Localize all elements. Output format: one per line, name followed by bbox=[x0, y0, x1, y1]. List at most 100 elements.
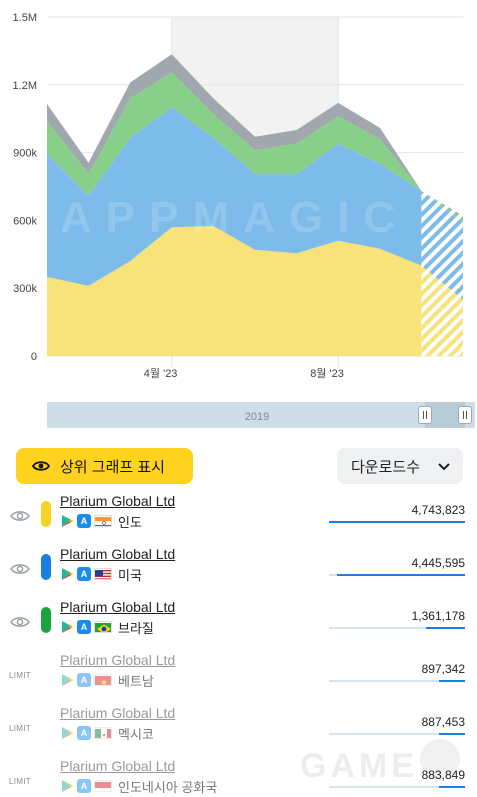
country-name: 베트남 bbox=[118, 673, 154, 689]
area-series-2 bbox=[47, 107, 422, 286]
store-country-meta: A 베트남 bbox=[60, 672, 154, 689]
value-bar-track bbox=[329, 680, 465, 682]
app-store-icon: A bbox=[77, 620, 91, 634]
usa-flag-icon bbox=[94, 568, 112, 580]
value-bar-track bbox=[329, 733, 465, 735]
scrubber-left-handle[interactable] bbox=[418, 406, 432, 424]
google-play-icon bbox=[60, 514, 74, 528]
forecast-area-series-4 bbox=[421, 191, 463, 219]
area-series-3 bbox=[47, 72, 422, 196]
metric-dropdown-value: 다운로드수 bbox=[351, 458, 421, 476]
value-bar-fill bbox=[337, 574, 465, 576]
x-axis-ticks: 4월 '23 8월 '23 bbox=[144, 367, 344, 380]
metric-dropdown[interactable]: 다운로드수 bbox=[337, 448, 463, 484]
area-series-4 bbox=[47, 54, 422, 191]
series-color-marker bbox=[41, 501, 51, 527]
publisher-link[interactable]: Plarium Global Ltd bbox=[60, 652, 176, 668]
india-flag-icon bbox=[94, 515, 112, 527]
x-tick-label: 8월 '23 bbox=[310, 367, 344, 380]
list-item[interactable]: LIMIT Plarium Global Ltd A 베트남 897,342 bbox=[0, 652, 477, 704]
country-name: 미국 bbox=[118, 567, 142, 583]
app-store-icon: A bbox=[77, 567, 91, 581]
x-tick-label: 4월 '23 bbox=[144, 367, 178, 380]
y-tick-label: 1.2M bbox=[13, 80, 37, 92]
value-bar-fill bbox=[439, 786, 465, 788]
scrubber-right-handle[interactable] bbox=[458, 406, 472, 424]
app-store-icon: A bbox=[77, 514, 91, 528]
series-color-marker bbox=[41, 554, 51, 580]
store-country-meta: A 멕시코 bbox=[60, 725, 154, 742]
indonesia-flag-icon bbox=[94, 780, 112, 792]
download-value: 4,445,595 bbox=[411, 556, 465, 570]
y-tick-label: 600k bbox=[13, 215, 37, 227]
publisher-link[interactable]: Plarium Global Ltd bbox=[60, 546, 176, 562]
brazil-flag-icon bbox=[94, 621, 112, 633]
store-country-meta: A 미국 bbox=[60, 566, 142, 583]
eye-icon[interactable] bbox=[10, 615, 34, 633]
download-value: 887,453 bbox=[421, 715, 465, 729]
list-item[interactable]: Plarium Global Ltd A 인도 4,743,823 bbox=[0, 493, 477, 545]
limit-label: LIMIT bbox=[9, 724, 31, 733]
limit-label: LIMIT bbox=[9, 671, 31, 680]
show-top-graph-label: 상위 그래프 표시 bbox=[60, 458, 165, 476]
download-value: 897,342 bbox=[421, 662, 465, 676]
value-bar-fill bbox=[329, 521, 465, 523]
publisher-link[interactable]: Plarium Global Ltd bbox=[60, 493, 176, 509]
list-item[interactable]: Plarium Global Ltd A 브라질 1,361,178 bbox=[0, 599, 477, 651]
app-store-icon: A bbox=[77, 779, 91, 793]
value-bar-fill bbox=[439, 680, 465, 682]
list-item[interactable]: Plarium Global Ltd A 미국 4,445,595 bbox=[0, 546, 477, 598]
y-tick-label: 300k bbox=[13, 283, 37, 295]
value-bar-fill bbox=[426, 627, 465, 629]
country-name: 인도 bbox=[118, 514, 142, 530]
value-bar-track bbox=[329, 786, 465, 788]
store-country-meta: A 인도 bbox=[60, 513, 142, 530]
eye-icon[interactable] bbox=[10, 509, 34, 527]
mexico-flag-icon bbox=[94, 727, 112, 739]
show-top-graph-button[interactable]: 상위 그래프 표시 bbox=[16, 448, 193, 484]
google-play-icon bbox=[60, 779, 74, 793]
app-store-icon: A bbox=[77, 726, 91, 740]
chart-forecast bbox=[421, 191, 463, 356]
limit-label: LIMIT bbox=[9, 777, 31, 786]
list-item[interactable]: LIMIT Plarium Global Ltd A 인도네시아 공화국 883… bbox=[0, 758, 477, 797]
list-item[interactable]: LIMIT Plarium Global Ltd A 멕시코 887,453 bbox=[0, 705, 477, 757]
country-name: 멕시코 bbox=[118, 726, 154, 742]
appmagic-watermark: APPMAGIC bbox=[60, 193, 409, 242]
google-play-icon bbox=[60, 567, 74, 581]
scrubber-year-label: 2019 bbox=[244, 411, 270, 423]
value-bar-track bbox=[329, 627, 465, 629]
google-play-icon bbox=[60, 620, 74, 634]
series-color-marker bbox=[41, 607, 51, 633]
chevron-down-icon bbox=[438, 463, 450, 471]
publisher-link[interactable]: Plarium Global Ltd bbox=[60, 758, 176, 774]
publisher-link[interactable]: Plarium Global Ltd bbox=[60, 599, 176, 615]
chart-canvas[interactable]: 0 300k 600k 900k 1.2M 1.5M 4월 '23 8월 '23 APPMA… bbox=[0, 0, 477, 395]
download-value: 1,361,178 bbox=[411, 609, 465, 623]
y-axis-ticks: 0 300k 600k 900k 1.2M 1.5M bbox=[13, 12, 38, 363]
svg-text:GAME: GAME bbox=[300, 747, 418, 785]
app-store-icon: A bbox=[77, 673, 91, 687]
eye-icon[interactable] bbox=[10, 562, 34, 580]
y-tick-label: 1.5M bbox=[13, 12, 37, 24]
chart-areas bbox=[47, 54, 422, 356]
google-play-icon bbox=[60, 673, 74, 687]
vietnam-flag-icon bbox=[94, 674, 112, 686]
download-value: 4,743,823 bbox=[411, 503, 465, 517]
store-country-meta: A 브라질 bbox=[60, 619, 154, 636]
value-bar-track bbox=[329, 521, 465, 523]
download-value: 883,849 bbox=[421, 768, 465, 782]
game-watermark-logo: GAME bbox=[300, 739, 460, 785]
country-name: 인도네시아 공화국 bbox=[118, 779, 218, 795]
google-play-icon bbox=[60, 726, 74, 740]
publisher-link[interactable]: Plarium Global Ltd bbox=[60, 705, 176, 721]
downloads-area-chart[interactable]: 0 300k 600k 900k 1.2M 1.5M 4월 '23 8월 '23 APPMA… bbox=[0, 0, 477, 395]
country-name: 브라질 bbox=[118, 620, 154, 636]
time-range-scrubber[interactable]: 2019 bbox=[47, 402, 475, 428]
y-tick-label: 0 bbox=[31, 351, 37, 363]
forecast-area-series-1 bbox=[421, 265, 463, 356]
eye-icon bbox=[32, 461, 50, 471]
area-series-1 bbox=[47, 226, 422, 356]
y-tick-label: 900k bbox=[13, 148, 37, 160]
value-bar-fill bbox=[439, 733, 465, 735]
